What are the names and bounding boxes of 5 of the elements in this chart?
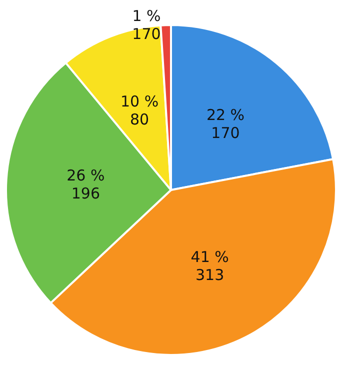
data-label: 26 % 196 bbox=[66, 166, 105, 203]
data-label: 10 % 80 bbox=[120, 92, 159, 129]
data-label: 22 % 170 bbox=[206, 106, 245, 142]
data-label: 41 % 313 bbox=[190, 248, 229, 284]
data-label: 1 % 170 bbox=[132, 7, 161, 44]
